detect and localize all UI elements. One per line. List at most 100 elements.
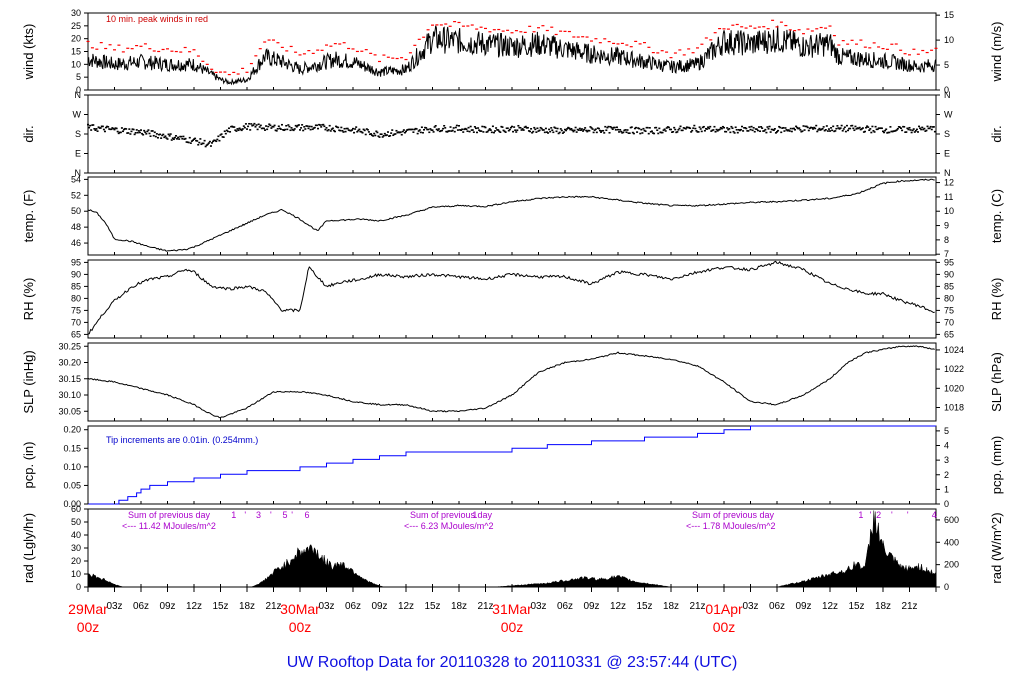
direction-point	[689, 127, 692, 130]
direction-point	[671, 131, 674, 133]
direction-point	[715, 128, 718, 131]
direction-point	[585, 129, 588, 132]
direction-point	[420, 126, 423, 129]
direction-point	[720, 127, 723, 130]
direction-point	[872, 130, 875, 132]
direction-point	[677, 129, 680, 131]
direction-point	[795, 125, 798, 128]
direction-point	[432, 131, 435, 133]
direction-point	[672, 131, 675, 133]
direction-point	[327, 128, 330, 131]
direction-point	[686, 126, 689, 129]
direction-point	[779, 126, 782, 129]
direction-point	[630, 126, 633, 128]
direction-point	[878, 127, 881, 130]
direction-point	[412, 131, 415, 133]
direction-point	[429, 128, 432, 130]
direction-point	[887, 131, 890, 134]
direction-point	[763, 130, 766, 132]
direction-point	[913, 131, 916, 133]
direction-point	[905, 131, 908, 133]
direction-point	[898, 126, 901, 129]
direction-point	[600, 131, 603, 133]
direction-point	[670, 128, 672, 131]
direction-point	[838, 128, 841, 130]
direction-point	[105, 126, 108, 129]
direction-point	[858, 126, 861, 129]
direction-point	[496, 129, 499, 131]
direction-point	[882, 130, 884, 133]
direction-point	[583, 128, 586, 131]
direction-point	[651, 132, 654, 134]
direction-point	[285, 124, 288, 127]
direction-point	[738, 129, 741, 132]
direction-point	[733, 132, 736, 134]
hour-label: 12z	[186, 601, 202, 612]
direction-point	[591, 128, 594, 130]
direction-point	[310, 125, 313, 128]
direction-point	[928, 127, 931, 130]
temp-left-tick-label: 52	[71, 190, 81, 200]
direction-point	[883, 131, 886, 134]
direction-point	[767, 128, 770, 130]
direction-point	[352, 127, 354, 130]
direction-point	[143, 129, 146, 132]
direction-point	[211, 142, 214, 144]
direction-point	[184, 137, 187, 140]
direction-point	[506, 127, 509, 129]
direction-point	[895, 129, 898, 131]
direction-point	[538, 129, 541, 132]
direction-point	[901, 129, 904, 132]
temp-right-tick-label: 11	[944, 192, 953, 202]
direction-point	[658, 127, 661, 130]
direction-point	[168, 135, 171, 137]
direction-point	[382, 134, 385, 137]
direction-point	[647, 132, 650, 135]
direction-point	[209, 145, 212, 147]
direction-point	[130, 130, 133, 133]
direction-point	[830, 127, 833, 129]
direction-point	[399, 131, 402, 133]
direction-point	[571, 129, 574, 132]
direction-point	[390, 132, 393, 134]
precip-line	[88, 425, 936, 505]
direction-point	[347, 129, 350, 131]
direction-point	[185, 141, 188, 143]
direction-point	[380, 133, 383, 136]
direction-point	[799, 129, 802, 131]
hour-label: 15z	[636, 601, 652, 612]
direction-point	[787, 129, 790, 131]
wind-left-tick-label: 30	[71, 8, 81, 18]
direction-point	[362, 128, 365, 131]
direction-point	[207, 142, 210, 144]
direction-point	[236, 128, 239, 130]
direction-point	[921, 126, 924, 129]
direction-point	[436, 129, 439, 132]
direction-point	[592, 131, 595, 134]
direction-point	[553, 126, 556, 129]
direction-point	[542, 129, 545, 131]
direction-point	[884, 129, 887, 132]
direction-point	[198, 141, 201, 144]
direction-point	[742, 130, 745, 132]
direction-point	[489, 129, 492, 131]
direction-point	[268, 123, 271, 126]
dir-left-tick-label: S	[75, 129, 81, 139]
direction-point	[407, 128, 410, 131]
pressure-line	[87, 345, 935, 419]
direction-point	[308, 125, 311, 128]
rh-right-tick-label: 95	[944, 257, 954, 267]
direction-point	[640, 128, 643, 131]
direction-point	[871, 125, 874, 128]
direction-point	[623, 129, 626, 132]
direction-point	[381, 136, 384, 138]
direction-point	[888, 131, 891, 134]
direction-point	[487, 129, 490, 132]
direction-point	[354, 128, 357, 130]
direction-point	[584, 127, 587, 129]
direction-point	[869, 128, 872, 130]
direction-point	[655, 126, 658, 129]
direction-point	[549, 130, 552, 133]
direction-point	[202, 142, 205, 145]
direction-point	[103, 130, 106, 133]
